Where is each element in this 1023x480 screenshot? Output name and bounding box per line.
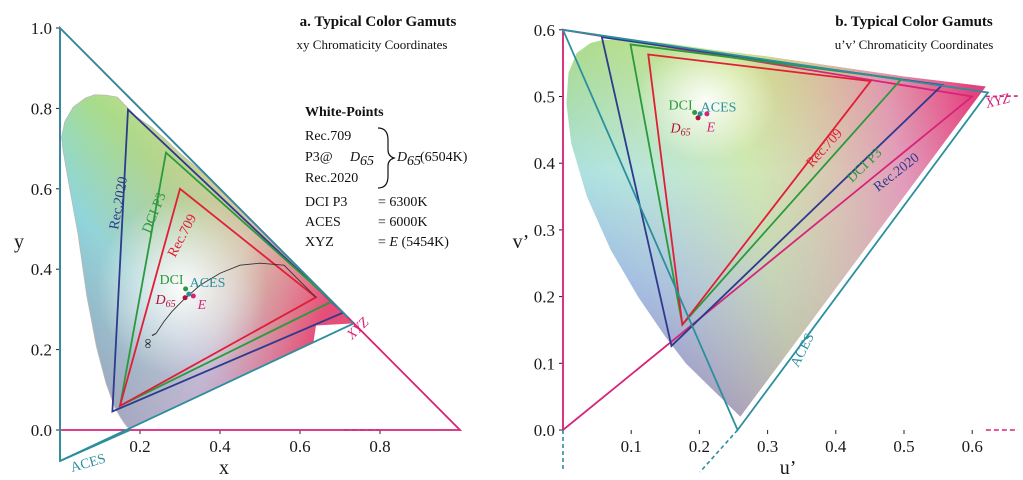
d65-subscript: 65	[681, 128, 691, 139]
y-tick-label: 0.4	[534, 154, 556, 173]
xyz-dashed-extension	[985, 95, 1019, 98]
legend-rec709: Rec.709	[305, 129, 351, 144]
legend-xyz-name: XYZ	[305, 235, 334, 250]
aces-bottom-edge	[59, 429, 131, 462]
y-tick-label: 0.2	[31, 341, 52, 360]
outside-mask	[300, 323, 460, 430]
y-tick-label: 0.5	[534, 88, 555, 107]
y-tick-label: 0.8	[31, 99, 52, 118]
x-tick-label: 0.6	[289, 437, 310, 456]
panel-a: 0.0 0.2 0.4 0.6 0.8 1.0 0.2 0.4 0.6 0.8 x y ∞ DCI ACES…	[14, 14, 468, 479]
panel-b-subtitle: u’v’ Chromaticity Coordinates	[835, 37, 994, 52]
y-tick-label: 0.0	[31, 421, 52, 440]
panel-a-title: a. Typical Color Gamuts	[300, 14, 457, 30]
legend-rec2020: Rec.2020	[305, 171, 358, 186]
spectral-locus-pink-overlay	[566, 39, 986, 417]
rec2020-gamut	[111, 107, 345, 413]
e-point-label: E	[706, 121, 716, 136]
legend-dcip3-name: DCI P3	[305, 195, 347, 210]
y-tick-label: 0.2	[534, 288, 555, 307]
y-axis-label: v’	[513, 231, 530, 253]
legend-p3: P3@	[305, 150, 333, 165]
rec709-gamut	[647, 53, 873, 327]
dcip3-gamut	[118, 150, 334, 408]
white-point-aces	[697, 111, 703, 117]
x-tick-label: 0.2	[129, 437, 150, 456]
panel-b: 0.0 0.1 0.2 0.3 0.4 0.5 0.6 0.1 0.2 0.3 0.4 0.5 0.6 u…	[513, 14, 1019, 479]
xyz-label: XYZ	[983, 91, 1011, 112]
d65-subscript: 65	[166, 299, 176, 310]
x-tick-label: 0.8	[369, 437, 390, 456]
panel-a-subtitle: xy Chromaticity Coordinates	[297, 37, 448, 52]
x-tick-label: 0.4	[825, 437, 847, 456]
xyz-dashed-hypotenuse	[347, 316, 381, 351]
white-point-dci	[183, 286, 189, 292]
x-tick-label: 0.1	[621, 437, 642, 456]
x-tick-label: 0.3	[757, 437, 778, 456]
dci-point-label: DCI	[159, 273, 183, 288]
aces-dashed-extension	[699, 429, 739, 473]
aces-point-label: ACES	[190, 276, 226, 291]
y-tick-label: 0.6	[534, 21, 555, 40]
legend-p3-d65: D	[349, 150, 360, 165]
rec709-gamut	[118, 187, 318, 408]
white-point-d65	[695, 115, 701, 121]
legend-xyz-e: E	[388, 235, 398, 250]
panel-b-title: b. Typical Color Gamuts	[835, 14, 993, 30]
legend-aces-value: = 6000K	[378, 215, 428, 230]
y-tick-label: 0.0	[534, 421, 555, 440]
y-tick-label: 1.0	[31, 19, 52, 38]
legend-xyz-prefix: =	[378, 235, 389, 250]
white-point-dci	[692, 110, 698, 116]
xyz-gamut	[562, 28, 975, 432]
x-tick-label: 0.2	[689, 437, 710, 456]
x-axis-label: x	[219, 457, 229, 479]
y-tick-label: 0.6	[31, 180, 52, 199]
planckian-locus-curve	[155, 262, 317, 334]
aces-gamut	[561, 28, 990, 432]
e-point-label: E	[197, 298, 207, 313]
legend-xyz-suffix: (5454K)	[398, 235, 449, 250]
white-point-aces	[186, 291, 192, 297]
aces-gamut	[59, 25, 356, 463]
x-axis-label: u’	[780, 457, 797, 479]
x-tick-label: 0.6	[962, 437, 983, 456]
legend-p3-d65-sub: 65	[360, 154, 374, 169]
infinity-label: ∞	[141, 339, 156, 349]
legend-heading: White-Points	[305, 105, 384, 120]
white-center-glow	[636, 41, 777, 162]
dci-point-label: DCI	[669, 99, 693, 114]
white-point-e	[704, 111, 710, 117]
planckian-end-mark	[151, 332, 157, 337]
y-axis-label: y	[14, 231, 24, 253]
aces-point-label: ACES	[701, 101, 737, 116]
legend-aces-name: ACES	[305, 215, 341, 230]
x-tick-label: 0.4	[209, 437, 231, 456]
legend-xyz-value: = E (5454K)	[378, 235, 449, 250]
y-tick-label: 0.3	[534, 221, 555, 240]
dcip3-gamut	[629, 43, 904, 327]
legend-dcip3-value: = 6300K	[378, 195, 428, 210]
legend-group-d-sub: 65	[407, 154, 421, 169]
legend-group-value: (6504K)	[420, 150, 468, 165]
y-tick-label: 0.1	[534, 354, 555, 373]
legend-brace	[377, 127, 396, 189]
white-point-e	[190, 293, 196, 299]
legend-group-d: D	[396, 150, 407, 165]
y-tick-label: 0.4	[31, 260, 53, 279]
white-point-d65	[182, 295, 188, 301]
x-tick-label: 0.5	[893, 437, 914, 456]
